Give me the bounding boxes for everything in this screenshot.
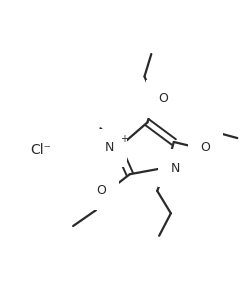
Text: O: O — [96, 184, 106, 197]
Text: Cl⁻: Cl⁻ — [30, 143, 51, 157]
Text: O: O — [158, 92, 168, 105]
Text: N: N — [171, 162, 180, 175]
Text: +: + — [120, 134, 128, 144]
Text: O: O — [200, 141, 210, 154]
Text: N: N — [105, 141, 114, 154]
